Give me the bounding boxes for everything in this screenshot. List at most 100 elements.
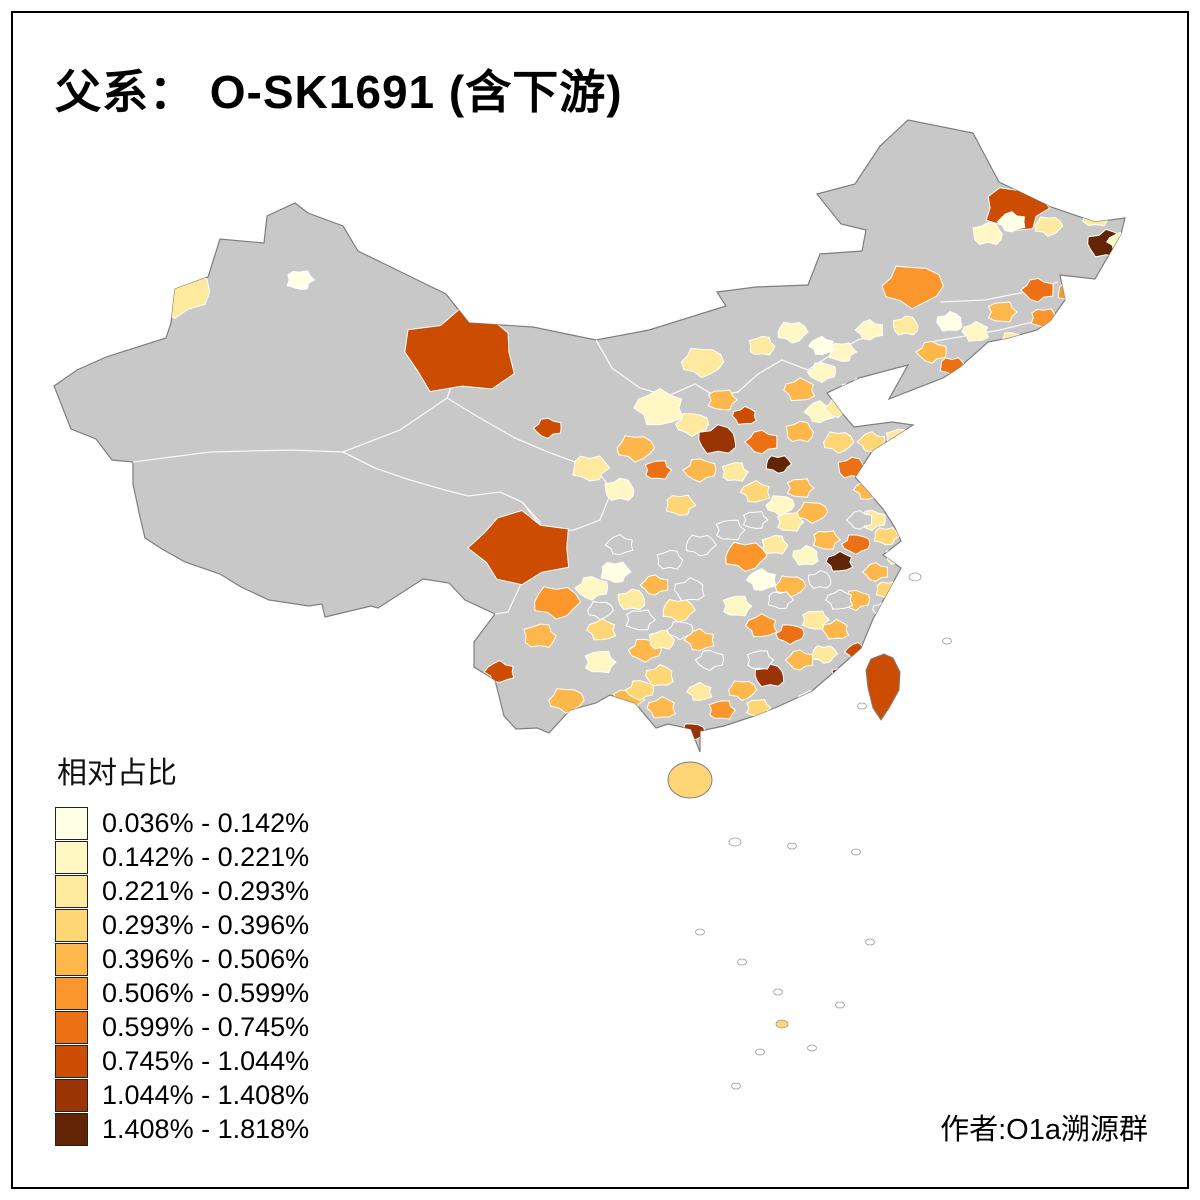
legend-label: 0.036% - 0.142% [102,807,310,838]
legend: 相对占比 0.036% - 0.142% 0.142% - 0.221% 0.221… [55,748,309,1146]
map-region-patch [881,265,944,310]
map-region-patch [722,595,753,617]
legend-row: 0.599% - 0.745% [55,1010,309,1044]
region-patches [138,186,1125,743]
map-region-patch [646,696,677,719]
map-region-patch [682,458,717,483]
map-region-patch [807,335,835,356]
map-region-patch [765,495,795,517]
legend-row: 1.408% - 1.818% [55,1112,309,1146]
map-region-patch [728,680,758,701]
map-region-patch [739,480,771,503]
map-region-patch [996,211,1026,233]
legend-swatch [55,874,88,908]
legend-row: 0.745% - 1.044% [55,1044,309,1078]
island-speck [942,637,952,645]
legend-rows: 0.036% - 0.142% 0.142% - 0.221% 0.221% - 0… [55,806,309,1146]
island-speck [908,572,922,582]
map-region-patch [686,681,713,701]
legend-swatch [55,1010,88,1044]
map-region-patch [748,335,776,356]
map-region-patch [721,462,750,482]
map-region-patch [694,649,724,671]
island-speck [857,702,867,710]
map-region-patch [587,601,614,621]
map-region-patch [841,534,871,556]
hainan-region [667,761,713,799]
map-region-patch [656,549,684,570]
map-region-patch [744,429,778,455]
map-region-patch [1081,205,1111,227]
map-region-patch [785,420,814,443]
map-region-patch [715,519,746,541]
legend-swatch [55,1112,88,1146]
legend-row: 0.036% - 0.142% [55,806,309,840]
map-region-patch [725,541,768,572]
map-region-patch [746,650,775,670]
taiwan-region [865,653,901,721]
map-region-patch [680,347,725,379]
map-region-patch [644,664,674,687]
map-region-patch [936,311,963,332]
island-specks [695,572,952,1090]
map-region-patch [821,618,849,640]
map-region-patch [633,388,684,426]
legend-label: 1.408% - 1.818% [102,1113,310,1144]
attribution-text: 作者:O1a溯源群 [940,1114,1148,1146]
map-region-patch [742,511,769,529]
map-region-patch [987,301,1018,323]
map-region-patch [961,320,990,342]
map-region-patch [972,221,1003,246]
legend-swatch [55,1078,88,1112]
legend-row: 0.396% - 0.506% [55,942,309,976]
legend-row: 0.506% - 0.599% [55,976,309,1010]
map-region-patch [812,530,842,550]
map-region-patch [665,494,697,516]
map-region-patch [890,495,920,517]
map-region-patch [845,510,873,530]
map-region-patch [774,575,807,598]
map-region-patch [873,527,901,546]
legend-label: 0.293% - 0.396% [102,909,310,940]
legend-label: 0.142% - 0.221% [102,841,310,872]
map-region-patch [811,645,839,664]
map-region-patch [767,591,795,610]
map-region-patch [644,460,673,480]
map-region-patch [532,417,562,439]
map-region-patch [825,588,854,610]
map-region-patch [775,624,805,646]
map-region-patch [286,270,316,290]
map-region-patch [874,445,904,466]
map-region-patch [572,455,611,482]
map-region-patch [666,621,694,641]
map-region-patch [467,509,570,586]
legend-row: 0.221% - 0.293% [55,874,309,908]
legend-row: 1.044% - 1.408% [55,1078,309,1112]
map-region-patch [708,700,737,720]
map-region-patch [783,377,816,402]
map-region-patch [683,628,715,652]
map-region-patch [707,389,739,411]
island-speck [737,958,747,966]
map-region-patch [639,574,669,596]
map-region-patch [604,477,635,502]
map-region-patch [698,424,737,455]
island-speck [835,1001,845,1009]
island-speck [695,928,705,936]
legend-swatch [55,908,88,942]
map-region-patch [754,663,785,688]
map-region-patch [574,576,609,601]
map-region-patch [915,340,947,364]
map-region-patch [624,680,655,702]
map-region-patch [786,478,815,498]
island-speck [807,1044,817,1052]
map-region-patch [823,431,855,454]
map-region-patch [1034,216,1064,237]
map-region-patch [586,618,617,641]
legend-row: 0.142% - 0.221% [55,840,309,874]
island-speck [755,1048,765,1056]
map-region-patch [616,435,656,463]
map-region-patch [584,650,617,674]
map-region-patch [600,561,632,584]
